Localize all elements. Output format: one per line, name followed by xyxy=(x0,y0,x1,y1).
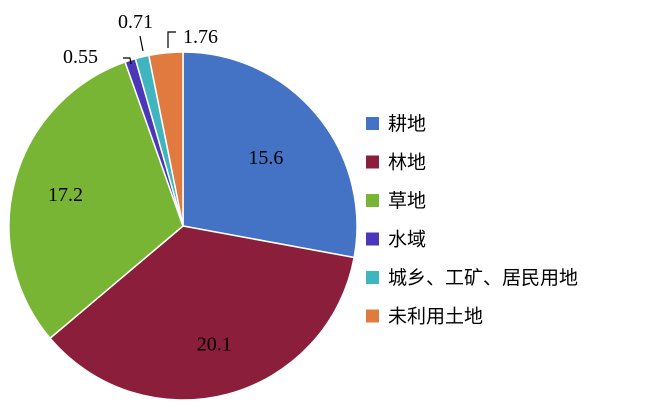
pie-slice-1 xyxy=(182,51,358,259)
legend-item-3: 草地 xyxy=(366,190,426,212)
pie-slices xyxy=(8,51,358,401)
legend-label-1: 耕地 xyxy=(388,113,426,135)
data-label-6: 1.76 xyxy=(183,26,218,48)
legend-item-6: 未利用土地 xyxy=(366,306,483,328)
data-label-5: 0.71 xyxy=(118,11,153,33)
legend-swatch-5 xyxy=(366,271,379,284)
legend-item-4: 水域 xyxy=(366,229,426,251)
legend-item-1: 耕地 xyxy=(366,113,426,135)
legend-swatch-6 xyxy=(366,309,379,323)
leader-line-4 xyxy=(123,57,132,65)
legend-swatch-3 xyxy=(366,194,379,207)
pie-slice-6 xyxy=(147,51,184,227)
legend-label-4: 水域 xyxy=(388,229,426,251)
legend-swatch-4 xyxy=(366,232,379,246)
pie-slice-2 xyxy=(48,225,356,401)
legend-label-3: 草地 xyxy=(388,190,426,212)
data-label-1: 15.6 xyxy=(248,147,283,169)
data-label-2: 20.1 xyxy=(197,334,232,356)
data-label-4: 0.55 xyxy=(63,46,98,68)
legend-item-2: 林地 xyxy=(366,152,426,174)
leader-line-6 xyxy=(167,31,176,48)
pie-slice-3 xyxy=(8,60,184,340)
legend-item-5: 城乡、工矿、居民用地 xyxy=(366,267,578,289)
legend-swatch-1 xyxy=(366,117,379,130)
legend-label-6: 未利用土地 xyxy=(388,306,483,328)
legend-swatch-2 xyxy=(366,155,379,169)
leader-line-5 xyxy=(139,35,144,52)
legend-label-2: 林地 xyxy=(388,152,426,174)
data-labels: 15.6 20.1 17.2 0.55 0.71 1.76 xyxy=(48,11,283,356)
data-label-3: 17.2 xyxy=(48,184,83,206)
legend-label-5: 城乡、工矿、居民用地 xyxy=(388,267,578,289)
leader-lines xyxy=(123,31,176,65)
